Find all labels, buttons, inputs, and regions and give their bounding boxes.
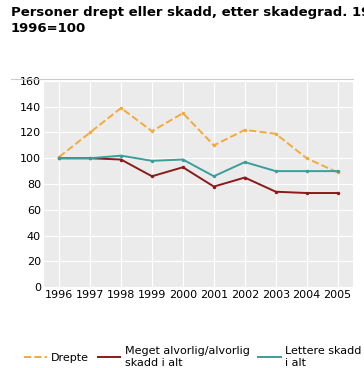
Legend: Drepte, Meget alvorlig/alvorlig
skadd i alt, Lettere skadd
i alt: Drepte, Meget alvorlig/alvorlig skadd i … bbox=[24, 346, 361, 368]
Text: Personer drept eller skadd, etter skadegrad. 1996-2005.
1996=100: Personer drept eller skadd, etter skadeg… bbox=[11, 6, 364, 35]
